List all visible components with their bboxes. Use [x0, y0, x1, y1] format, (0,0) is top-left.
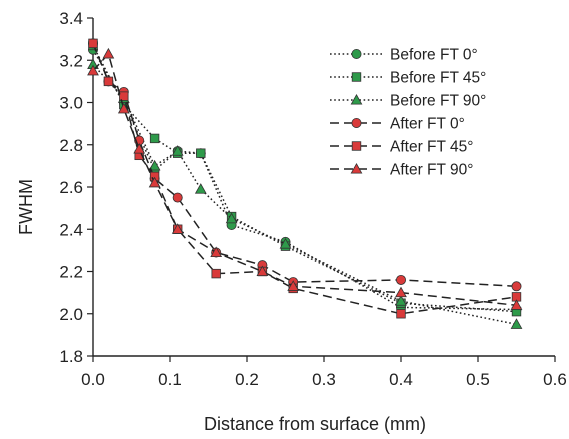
data-point [87, 64, 99, 76]
legend-label: Before FT 90° [390, 93, 486, 110]
series-layer [87, 38, 523, 329]
legend-label: Before FT 45° [390, 70, 486, 87]
data-point [225, 212, 238, 224]
legend-marker [350, 93, 363, 105]
data-point [396, 309, 406, 319]
data-point [279, 238, 292, 249]
x-tick-label: 0.1 [158, 370, 182, 389]
series-5 [87, 47, 523, 310]
legend-item: After FT 45° [330, 139, 473, 156]
legend-marker [350, 162, 363, 174]
x-tick-label: 0.2 [235, 370, 259, 389]
legend-marker [351, 49, 362, 60]
series-line [92, 43, 517, 315]
legend-marker [351, 72, 362, 82]
y-tick-label: 2.4 [59, 220, 83, 239]
legend: Before FT 0° Before FT 45° Before FT 90° Af… [330, 47, 486, 179]
data-point [148, 176, 161, 188]
x-axis-title: Distance from surface (mm) [204, 414, 426, 434]
legend-item: Before FT 90° [330, 93, 486, 110]
data-point [256, 265, 269, 277]
legend-marker [351, 118, 362, 129]
data-point [171, 145, 184, 156]
legend-label: After FT 0° [390, 116, 465, 133]
x-tick-label: 0.4 [389, 370, 413, 389]
data-point [510, 299, 523, 310]
y-axis-title: FWHM [16, 179, 36, 235]
series-2 [87, 58, 523, 329]
data-point [211, 268, 221, 279]
legend-item: After FT 90° [330, 162, 473, 179]
series-line [92, 49, 517, 311]
data-point [149, 133, 160, 144]
legend-marker [351, 141, 362, 151]
data-point [171, 223, 184, 234]
data-point [395, 286, 407, 298]
y-tick-label: 2.2 [59, 263, 83, 282]
x-tick-label: 0.5 [466, 370, 490, 389]
legend-item: Before FT 0° [330, 47, 478, 64]
data-point [88, 38, 98, 49]
legend-label: After FT 45° [390, 139, 473, 156]
data-point [210, 246, 223, 258]
data-point [287, 280, 300, 291]
x-tick-label: 0.6 [543, 370, 567, 389]
legend-item: After FT 0° [330, 116, 465, 133]
data-point [194, 183, 207, 194]
data-point [511, 281, 522, 292]
series-line [92, 43, 517, 288]
y-tick-label: 2.0 [59, 305, 83, 324]
y-tick-label: 3.0 [59, 94, 83, 113]
data-point [148, 159, 161, 171]
data-point [172, 192, 183, 203]
x-tick-label: 0.0 [81, 370, 105, 389]
legend-label: Before FT 0° [390, 47, 478, 64]
y-tick-label: 1.8 [59, 347, 83, 366]
data-point [117, 102, 130, 114]
data-point [103, 76, 114, 87]
legend-label: After FT 90° [390, 162, 473, 179]
legend-item: Before FT 45° [330, 70, 486, 87]
data-point [196, 148, 206, 158]
data-point [395, 295, 407, 306]
y-tick-label: 3.2 [59, 51, 83, 70]
data-point [133, 142, 146, 154]
y-tick-label: 2.6 [59, 178, 83, 197]
data-point [102, 47, 115, 59]
data-point [119, 91, 129, 101]
data-point [510, 318, 523, 329]
data-point [395, 274, 406, 285]
y-tick-label: 3.4 [59, 9, 83, 28]
y-tick-label: 2.8 [59, 136, 83, 155]
x-tick-label: 0.3 [312, 370, 336, 389]
axes: 0.0 0.1 0.2 0.3 0.4 0.5 0.6 1.8 2.0 2.2 2.4 2.6 2.8 3… [59, 9, 566, 389]
